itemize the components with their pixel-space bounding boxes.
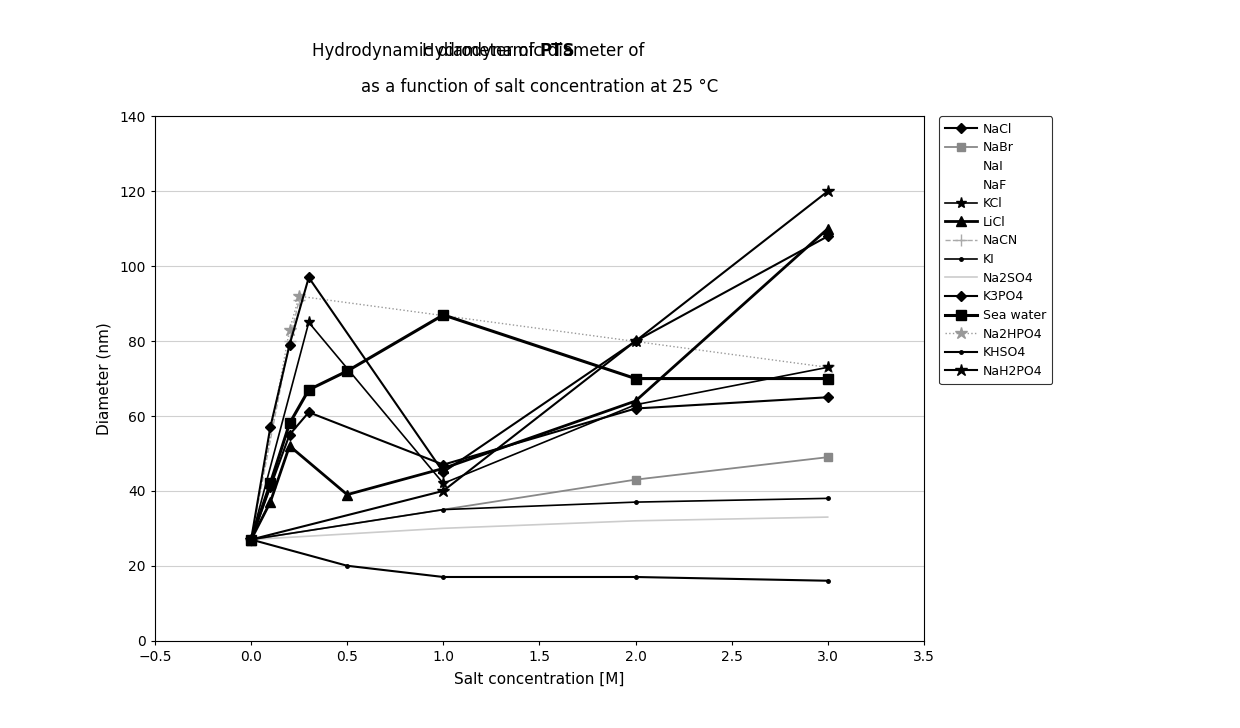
KCl — [821, 363, 836, 372]
Sea water — [243, 535, 258, 544]
NaCN — [291, 296, 306, 304]
Sea water — [263, 479, 278, 488]
KCl — [436, 479, 451, 488]
Sea water — [436, 311, 451, 320]
NaCl — [821, 232, 836, 241]
KI — [243, 535, 258, 544]
Na2HPO4 — [243, 535, 258, 544]
Line: NaCN: NaCN — [246, 294, 305, 545]
Text: Hydrodynamic diameter of: Hydrodynamic diameter of — [422, 42, 657, 60]
Y-axis label: Diameter (nm): Diameter (nm) — [97, 323, 112, 435]
NaCN — [281, 337, 296, 346]
NaCl — [436, 468, 451, 477]
Line: Na2HPO4: Na2HPO4 — [244, 290, 835, 546]
Na2HPO4 — [291, 292, 306, 301]
LiCl — [281, 442, 296, 451]
Line: KI: KI — [248, 495, 831, 543]
KHSO4 — [243, 535, 258, 544]
NaH2PO4 — [821, 187, 836, 196]
Line: LiCl: LiCl — [247, 224, 832, 545]
K3PO4 — [301, 408, 316, 416]
Sea water — [281, 419, 296, 428]
NaH2PO4 — [243, 535, 258, 544]
Line: KCl: KCl — [246, 317, 833, 545]
KHSO4 — [340, 561, 355, 570]
LiCl — [821, 224, 836, 233]
KHSO4 — [436, 573, 451, 582]
LiCl — [243, 535, 258, 544]
NaCl — [301, 273, 316, 282]
Na2SO4 — [243, 535, 258, 544]
Legend: NaCl, NaBr, NaI, NaF, KCl, LiCl, NaCN, KI, Na2SO4, K3PO4, Sea water, Na2HPO4, KH: NaCl, NaBr, NaI, NaF, KCl, LiCl, NaCN, K… — [939, 116, 1053, 384]
KI — [627, 498, 642, 507]
KCl — [243, 535, 258, 544]
Na2HPO4 — [821, 363, 836, 372]
NaCl — [627, 337, 642, 346]
Sea water — [340, 367, 355, 376]
NaCl — [281, 341, 296, 349]
NaBr — [243, 535, 258, 544]
Line: KHSO4: KHSO4 — [248, 536, 831, 584]
NaCl — [243, 535, 258, 544]
Sea water — [301, 385, 316, 394]
LiCl — [627, 397, 642, 405]
Sea water — [821, 374, 836, 383]
Text: Hydrodynamic diameter of: Hydrodynamic diameter of — [311, 42, 539, 60]
NaBr — [627, 475, 642, 484]
KHSO4 — [821, 577, 836, 585]
Na2SO4 — [627, 516, 642, 525]
Line: Na2SO4: Na2SO4 — [250, 517, 828, 539]
K3PO4 — [821, 393, 836, 402]
K3PO4 — [263, 483, 278, 491]
KCl — [627, 400, 642, 409]
KCl — [301, 318, 316, 327]
NaH2PO4 — [627, 337, 642, 346]
K3PO4 — [281, 430, 296, 439]
Line: NaBr: NaBr — [247, 453, 832, 544]
K3PO4 — [436, 460, 451, 469]
NaBr — [821, 453, 836, 462]
NaCN — [243, 535, 258, 544]
K3PO4 — [243, 535, 258, 544]
Text: PTS: PTS — [539, 42, 575, 60]
KI — [821, 494, 836, 503]
K3PO4 — [627, 404, 642, 413]
KI — [436, 505, 451, 514]
KHSO4 — [627, 573, 642, 582]
Line: NaH2PO4: NaH2PO4 — [244, 185, 835, 546]
X-axis label: Salt concentration [M]: Salt concentration [M] — [454, 672, 625, 687]
Line: K3PO4: K3PO4 — [248, 394, 831, 543]
Line: NaCl: NaCl — [248, 233, 831, 543]
NaCl — [263, 423, 278, 432]
Na2SO4 — [436, 524, 451, 533]
Sea water — [627, 374, 642, 383]
LiCl — [436, 464, 451, 472]
LiCl — [340, 490, 355, 499]
Na2HPO4 — [281, 325, 296, 334]
NaH2PO4 — [436, 486, 451, 495]
Line: Sea water: Sea water — [247, 310, 832, 545]
LiCl — [263, 498, 278, 507]
Text: as a function of salt concentration at 25 °C: as a function of salt concentration at 2… — [361, 79, 718, 96]
Na2SO4 — [821, 513, 836, 521]
